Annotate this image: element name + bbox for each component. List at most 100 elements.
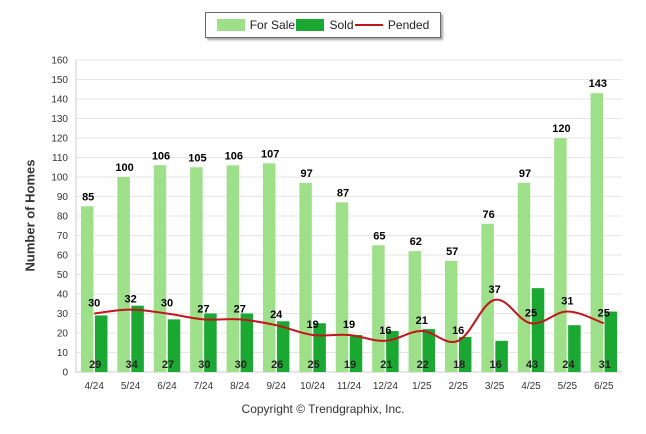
pended-data-label: 16 <box>452 325 464 337</box>
x-tick-label: 1/25 <box>412 381 432 392</box>
sold-bar <box>604 311 618 372</box>
pended-series-line <box>94 298 605 343</box>
sold-swatch <box>296 19 325 31</box>
x-tick-label: 2/25 <box>448 381 468 392</box>
data-labels: 85 29 100 34 106 27 105 30 106 30 107 26 97 25 87 19 65 2… <box>82 78 611 371</box>
for-sale-bar <box>590 93 604 373</box>
pended-data-label: 19 <box>343 319 355 331</box>
sold-bar <box>568 325 581 372</box>
for-sale-data-label: 106 <box>225 150 243 162</box>
pended-data-label: 21 <box>416 315 428 327</box>
sold-data-label: 30 <box>235 359 247 371</box>
sold-data-label: 22 <box>417 359 429 371</box>
for-sale-data-label: 100 <box>115 162 133 174</box>
x-tick-label: 6/24 <box>157 381 177 392</box>
for-sale-bar <box>335 202 349 372</box>
sold-data-label: 18 <box>453 359 465 371</box>
x-tick-label: 4/24 <box>84 381 104 392</box>
for-sale-data-label: 85 <box>82 191 94 203</box>
for-sale-bar <box>80 206 94 372</box>
legend-item-pended[interactable]: Pended <box>354 18 430 32</box>
x-tick-label: 10/24 <box>300 381 325 392</box>
sold-data-label: 43 <box>526 359 538 371</box>
legend-label-for-sale: For Sale <box>249 18 296 32</box>
pended-swatch <box>354 24 383 26</box>
for-sale-swatch <box>216 19 245 31</box>
pended-data-label: 25 <box>598 307 610 319</box>
x-tick-label: 12/24 <box>373 381 398 392</box>
pended-data-label: 19 <box>306 319 318 331</box>
sold-data-label: 21 <box>380 359 392 371</box>
for-sale-data-label: 143 <box>589 78 607 90</box>
y-axis-ticks: 0 10 20 30 40 50 60 70 80 90 100 110 120 130 140 150 160 <box>51 56 68 379</box>
for-sale-bar <box>372 245 385 372</box>
y-tick-label: 130 <box>51 114 68 125</box>
y-tick-label: 150 <box>51 75 68 86</box>
sold-bar <box>167 319 181 372</box>
x-tick-label: 9/24 <box>266 381 286 392</box>
for-sale-data-label: 105 <box>188 152 206 164</box>
pended-line <box>94 298 605 343</box>
sold-data-label: 30 <box>198 359 210 371</box>
sold-data-label: 27 <box>162 359 174 371</box>
for-sale-bar <box>481 223 494 372</box>
for-sale-bar <box>554 138 567 372</box>
pended-data-label: 32 <box>124 294 136 306</box>
sold-data-label: 34 <box>125 359 138 371</box>
x-tick-label: 5/24 <box>121 381 141 392</box>
sold-bar <box>531 288 545 372</box>
copyright: Copyright © Trendgraphix, Inc. <box>241 402 405 416</box>
legend-item-for-sale[interactable]: For Sale <box>216 18 296 32</box>
for-sale-bar <box>299 182 312 372</box>
y-axis-label: Number of Homes <box>22 159 38 272</box>
pended-data-label: 25 <box>525 307 537 319</box>
for-sale-bar <box>190 167 203 372</box>
legend-item-sold[interactable]: Sold <box>296 18 354 32</box>
pended-data-label: 24 <box>270 309 283 321</box>
sold-data-label: 19 <box>344 359 356 371</box>
for-sale-data-label: 87 <box>337 187 349 199</box>
for-sale-data-label: 65 <box>373 230 385 242</box>
sold-bar <box>94 315 108 372</box>
for-sale-data-label: 57 <box>446 246 458 258</box>
y-tick-label: 90 <box>57 192 69 203</box>
legend-label-sold: Sold <box>329 18 354 32</box>
y-tick-label: 110 <box>52 153 68 164</box>
pended-data-label: 37 <box>488 284 500 296</box>
sold-bar <box>495 340 508 372</box>
y-tick-label: 20 <box>57 329 69 340</box>
sold-bar <box>422 329 436 372</box>
x-tick-label: 8/24 <box>230 381 250 392</box>
sold-bar <box>204 313 217 372</box>
sold-data-label: 25 <box>307 359 319 371</box>
x-tick-label: 11/24 <box>337 381 362 392</box>
y-tick-label: 100 <box>51 173 68 184</box>
y-tick-label: 160 <box>51 56 68 67</box>
for-sale-bar <box>262 163 276 372</box>
x-tick-label: 3/25 <box>485 381 505 392</box>
sold-data-label: 31 <box>599 359 611 371</box>
for-sale-data-label: 76 <box>482 209 494 221</box>
x-tick-label: 4/25 <box>521 381 541 392</box>
for-sale-data-label: 106 <box>152 150 170 162</box>
sold-data-label: 16 <box>489 359 501 371</box>
x-tick-label: 7/24 <box>194 381 214 392</box>
pended-data-label: 31 <box>561 296 573 308</box>
legend: For Sale Sold Pended <box>205 12 441 38</box>
pended-data-label: 27 <box>234 303 246 315</box>
sold-bar <box>131 305 144 372</box>
y-tick-label: 80 <box>57 212 69 223</box>
gridlines <box>75 59 622 373</box>
for-sale-bar <box>153 165 167 372</box>
for-sale-bar <box>226 165 240 372</box>
x-axis-ticks: 4/24 5/24 6/24 7/24 8/24 9/24 10/24 11/24 12/24 1… <box>84 381 614 392</box>
for-sale-data-label: 62 <box>410 236 422 248</box>
y-tick-label: 10 <box>57 348 69 359</box>
pended-data-label: 30 <box>88 298 100 310</box>
legend-label-pended: Pended <box>387 18 430 32</box>
y-tick-label: 40 <box>57 290 69 301</box>
x-tick-label: 5/25 <box>558 381 578 392</box>
sold-data-label: 26 <box>271 359 283 371</box>
y-tick-label: 60 <box>57 251 69 262</box>
for-sale-data-label: 97 <box>519 168 531 180</box>
